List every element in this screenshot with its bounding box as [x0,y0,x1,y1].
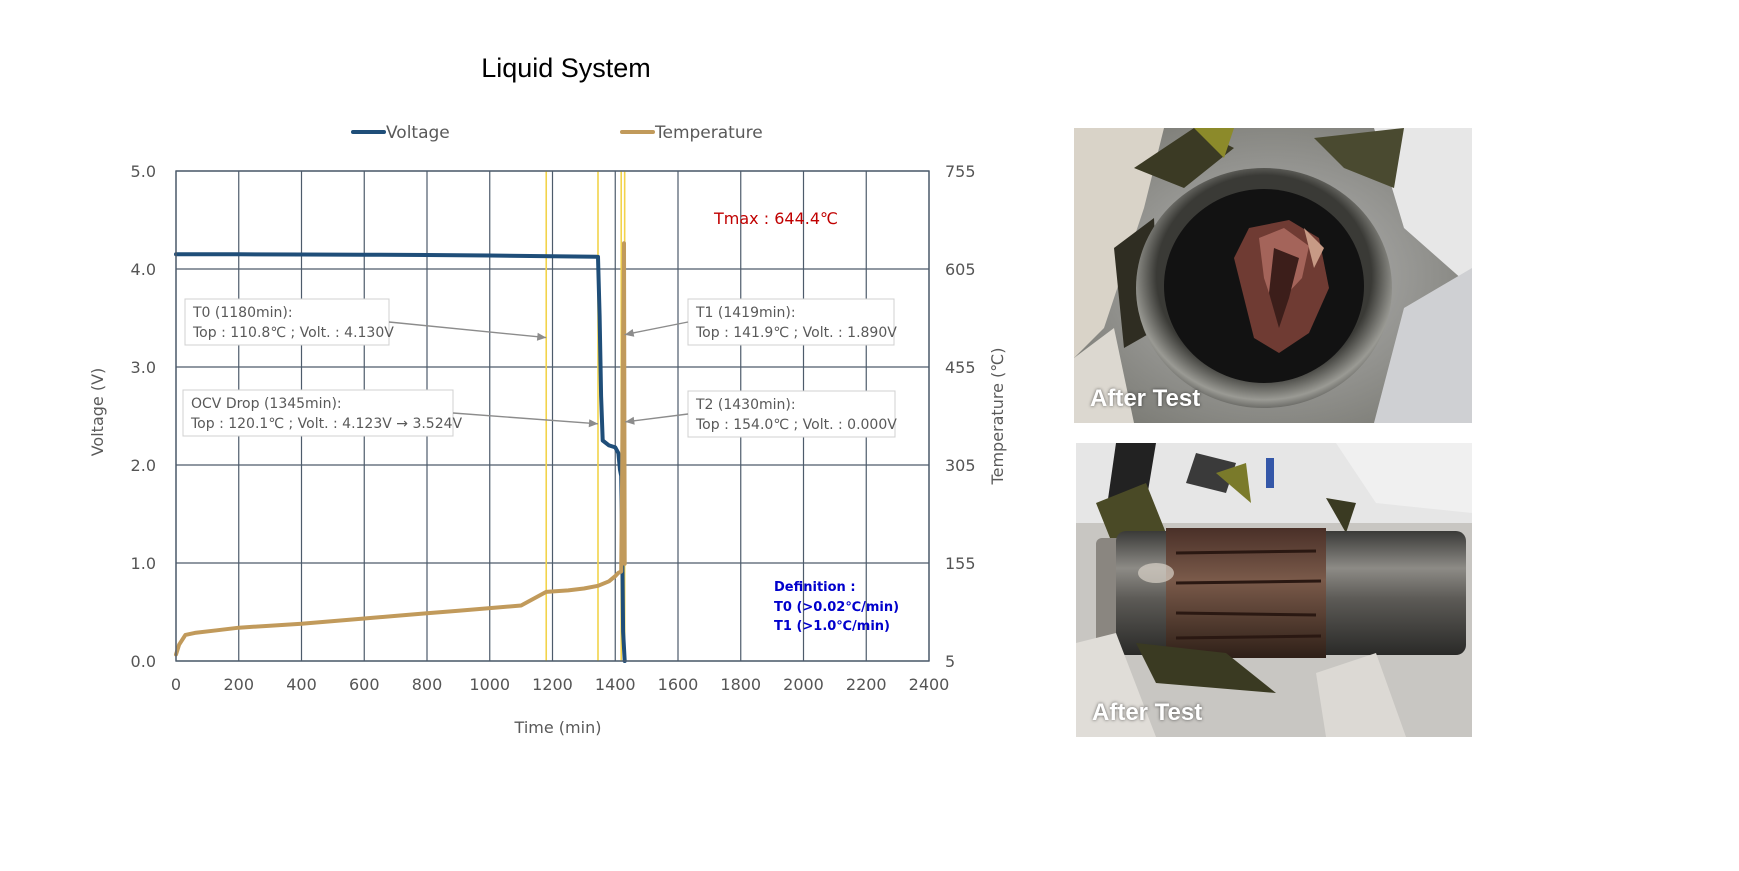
y-right-tick-label: 455 [945,358,976,377]
annotation-box [182,389,454,437]
series-line-temperature [174,241,627,657]
annotation-t0: T0 (1180min): Top : 110.8℃ ; Volt. : 4.13… [184,298,547,346]
annotation-text: Top : 120.1℃ ; Volt. : 4.123V → 3.524V [190,416,463,432]
x-tick-label: 2400 [909,675,950,694]
annotation-arrowhead [625,416,635,425]
y-right-axis-title: Temperature (℃) [988,348,1007,486]
annotation-text: T0 (1180min): [192,305,293,321]
x-tick-label: 1800 [720,675,761,694]
y-right-tick-label: 155 [945,554,976,573]
annotation-ocv: OCV Drop (1345min): Top : 120.1℃ ; Volt. … [182,389,599,437]
annotation-box [687,298,895,346]
definition-box: Definition : T0 (>0.02℃/min) T1 (>1.0℃/m… [774,580,899,634]
annotation-box [184,298,390,346]
x-tick-label: 2200 [846,675,887,694]
x-tick-labels: 0 200 400 600 800 1000 1200 1400 1600 1800 2000 220… [171,675,949,694]
y-left-axis-title: Voltage (V) [88,368,107,457]
annotation-arrow [625,413,689,423]
x-tick-label: 1000 [469,675,510,694]
annotations: T0 (1180min): Top : 110.8℃ ; Volt. : 4.13… [182,298,897,438]
plot-frame [175,170,930,662]
y-right-tick-label: 755 [945,162,976,181]
y-right-tick-label: 5 [945,652,955,671]
y-left-tick-label: 5.0 [131,162,156,181]
y-left-tick-label: 2.0 [131,456,156,475]
y-right-tick-label: 605 [945,260,976,279]
photo-top-view-image [1074,128,1472,423]
x-tick-label: 1200 [532,675,573,694]
annotation-arrow [452,412,599,425]
legend: Voltage Temperature [351,123,763,143]
x-tick-label: 600 [349,675,380,694]
plot-border [175,170,930,662]
x-tick-label: 0 [171,675,181,694]
annotation-text: T1 (1419min): [695,305,796,321]
tmax-label: Tmax : 644.4℃ [713,209,838,228]
annotation-t1: T1 (1419min): Top : 141.9℃ ; Volt. : 1.89… [624,298,897,346]
photo-top-view: After Test [1074,128,1472,423]
y-right-tick-label: 305 [945,456,976,475]
annotation-arrowhead [536,332,547,341]
annotation-text: OCV Drop (1345min): [191,396,342,412]
annotation-text: Top : 110.8℃ ; Volt. : 4.130V [192,325,394,341]
x-axis-title: Time (min) [514,718,602,737]
annotation-arrow [624,321,689,336]
x-tick-label: 200 [223,675,254,694]
annotation-t2: T2 (1430min): Top : 154.0℃ ; Volt. : 0.00… [625,390,897,438]
legend-entry: Temperature [654,123,763,143]
definition-line: T1 (>1.0℃/min) [774,619,890,634]
annotation-text: Top : 141.9℃ ; Volt. : 1.890V [695,325,897,341]
y-right-tick-labels: 5 155 305 455 605 755 [945,162,976,671]
y-left-tick-label: 1.0 [131,554,156,573]
photo-label: After Test [1092,699,1203,726]
definition-title: Definition : [774,580,856,595]
photo-side-view: After Test [1076,443,1472,737]
annotation-arrow [388,321,547,339]
series-layer [174,241,627,663]
chart-title: Liquid System [481,53,651,83]
y-left-tick-label: 3.0 [131,358,156,377]
annotation-text: T2 (1430min): [695,397,796,413]
x-tick-label: 800 [412,675,443,694]
y-left-tick-label: 4.0 [131,260,156,279]
x-tick-label: 1600 [658,675,699,694]
photo-side-view-image [1076,443,1472,737]
annotation-arrowhead [624,329,635,337]
legend-entry: Voltage [386,123,450,143]
x-tick-label: 2000 [783,675,824,694]
y-left-tick-labels: 0.0 1.0 2.0 3.0 4.0 5.0 [131,162,156,671]
annotation-arrowhead [588,419,598,428]
x-tick-label: 1400 [595,675,636,694]
photo-label: After Test [1090,385,1201,412]
x-tick-label: 400 [286,675,317,694]
y-left-tick-label: 0.0 [131,652,156,671]
annotation-text: Top : 154.0℃ ; Volt. : 0.000V [695,417,897,433]
definition-line: T0 (>0.02℃/min) [774,600,899,615]
